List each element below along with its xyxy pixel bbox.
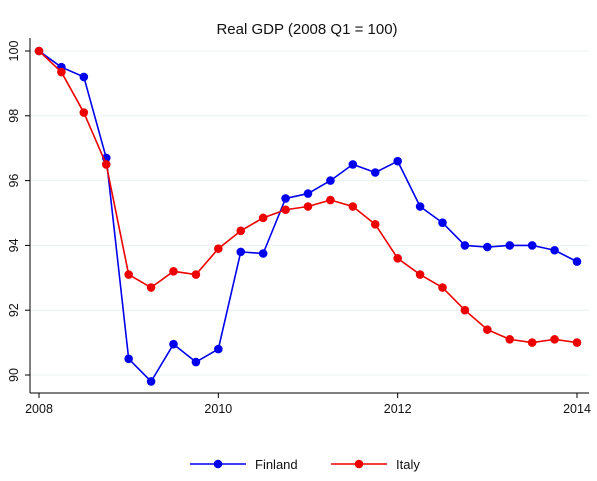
data-point-finland (303, 189, 313, 198)
data-point-italy (169, 267, 178, 276)
gridlines (30, 50, 589, 376)
data-point-italy (281, 205, 290, 215)
legend: Finland Italy (190, 457, 420, 472)
y-tick-label: 96 (7, 174, 21, 188)
x-tick-label: 2012 (384, 402, 412, 416)
data-point-finland (348, 160, 358, 169)
data-point-finland (550, 245, 559, 255)
legend-label-finland: Finland (255, 457, 298, 472)
data-point-italy (505, 335, 515, 344)
data-point-finland (438, 218, 447, 228)
data-point-italy (214, 244, 223, 253)
data-point-italy (236, 226, 246, 236)
y-tick-label: 98 (7, 109, 21, 123)
data-point-italy (550, 335, 559, 344)
data-point-finland (169, 339, 178, 349)
x-tick-label: 2014 (563, 402, 591, 416)
data-point-italy (370, 220, 380, 229)
data-point-finland (236, 247, 246, 257)
data-point-finland (191, 357, 201, 367)
data-point-finland (146, 377, 156, 386)
data-point-italy (258, 213, 268, 223)
series-italy (34, 46, 582, 347)
y-tick-label: 90 (7, 368, 21, 382)
data-point-finland (393, 156, 402, 166)
y-tick-label: 94 (7, 238, 21, 252)
axes: 90 92 94 96 98 100 2008 2010 2012 2014 (7, 38, 591, 416)
series-finland (34, 46, 582, 386)
data-point-finland (505, 241, 515, 250)
series-line-finland (38, 50, 578, 383)
legend-label-italy: Italy (396, 457, 420, 472)
chart-title: Real GDP (2008 Q1 = 100) (216, 21, 397, 38)
x-tick-label: 2010 (204, 402, 232, 416)
data-point-italy (191, 270, 201, 279)
data-point-finland (258, 249, 268, 258)
series-layer (34, 46, 582, 386)
data-point-italy (79, 108, 89, 117)
data-point-finland (281, 194, 290, 203)
data-point-finland (483, 242, 492, 252)
data-point-italy (438, 283, 447, 292)
data-point-italy (415, 270, 425, 279)
y-tick-label: 100 (7, 41, 21, 62)
data-point-finland (79, 72, 89, 82)
x-tick-label: 2008 (25, 402, 53, 416)
data-point-italy (348, 202, 358, 211)
data-point-italy (146, 283, 156, 292)
data-point-finland (370, 168, 380, 177)
data-point-italy (460, 305, 470, 315)
data-point-italy (393, 254, 402, 263)
data-point-finland (415, 202, 425, 211)
legend-marker-italy (354, 459, 364, 469)
data-point-italy (527, 338, 537, 347)
legend-marker-finland (213, 459, 223, 469)
data-point-italy (483, 325, 492, 334)
data-point-italy (57, 67, 66, 77)
data-point-italy (101, 160, 111, 169)
data-point-finland (572, 257, 582, 266)
data-point-italy (34, 46, 44, 56)
data-point-finland (214, 344, 223, 354)
data-point-italy (326, 195, 335, 205)
y-tick-label: 92 (7, 303, 21, 317)
data-point-italy (124, 270, 133, 279)
data-point-finland (527, 241, 537, 250)
data-point-finland (460, 241, 470, 250)
data-point-italy (572, 338, 582, 347)
data-point-finland (326, 176, 335, 185)
data-point-italy (303, 202, 313, 211)
data-point-finland (124, 354, 133, 364)
